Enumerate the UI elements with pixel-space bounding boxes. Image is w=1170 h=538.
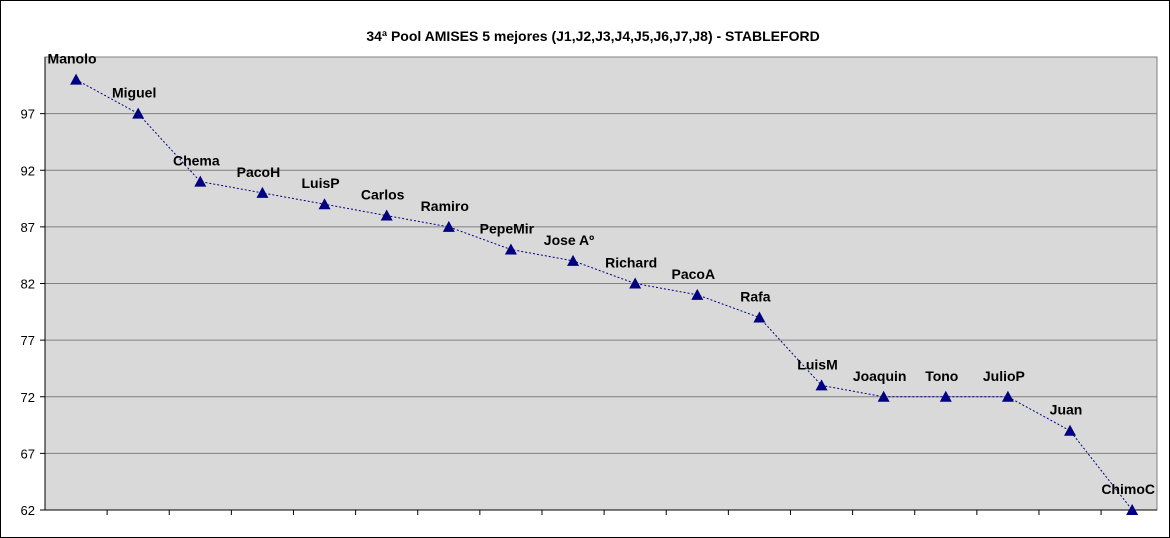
y-tick-label: 87 — [21, 220, 35, 235]
data-point-marker — [629, 277, 642, 289]
data-point-marker — [380, 209, 393, 221]
data-point-label: Rafa — [740, 288, 771, 304]
y-tick-label: 77 — [21, 333, 35, 348]
data-point-marker — [70, 73, 83, 85]
y-tick-label: 92 — [21, 163, 35, 178]
data-point-label: PacoH — [237, 164, 281, 180]
data-point-marker — [504, 243, 517, 255]
data-point-marker — [132, 107, 145, 119]
data-point-marker — [1126, 504, 1139, 515]
data-point-marker — [815, 379, 828, 391]
y-tick-label: 72 — [21, 390, 35, 405]
y-tick-label: 97 — [21, 107, 35, 122]
data-point-marker — [877, 390, 890, 402]
y-tick-label: 82 — [21, 277, 35, 292]
data-point-label: PepeMir — [480, 221, 535, 237]
data-point-label: Tono — [925, 368, 958, 384]
data-point-marker — [691, 288, 704, 300]
chart-title: 34ª Pool AMISES 5 mejores (J1,J2,J3,J4,J… — [366, 28, 819, 44]
data-point-label: Manolo — [48, 51, 97, 67]
y-tick-label: 62 — [21, 503, 35, 518]
data-point-label: PacoA — [672, 266, 716, 282]
data-point-marker — [939, 390, 952, 402]
data-point-label: LuisP — [301, 175, 339, 191]
data-point-marker — [442, 220, 455, 232]
data-point-label: Ramiro — [421, 198, 469, 214]
data-point-marker — [194, 175, 207, 187]
data-point-label: Carlos — [361, 187, 405, 203]
data-point-marker — [318, 198, 331, 210]
data-point-marker — [753, 311, 766, 323]
data-point-marker — [1001, 390, 1014, 402]
data-point-label: Chema — [173, 153, 220, 169]
data-point-label: Richard — [605, 255, 657, 271]
data-point-label: Juan — [1050, 402, 1083, 418]
data-point-label: Miguel — [112, 85, 156, 101]
data-point-marker — [256, 186, 269, 198]
y-tick-label: 67 — [21, 446, 35, 461]
data-point-marker — [1064, 424, 1077, 436]
data-point-label: ChimoC — [1101, 481, 1155, 497]
data-point-label: Jose Aº — [544, 232, 595, 248]
data-point-marker — [567, 254, 580, 266]
series-line — [75, 79, 1133, 511]
data-point-label: Joaquin — [853, 368, 907, 384]
data-point-label: LuisM — [797, 356, 837, 372]
data-point-label: JulioP — [983, 368, 1025, 384]
